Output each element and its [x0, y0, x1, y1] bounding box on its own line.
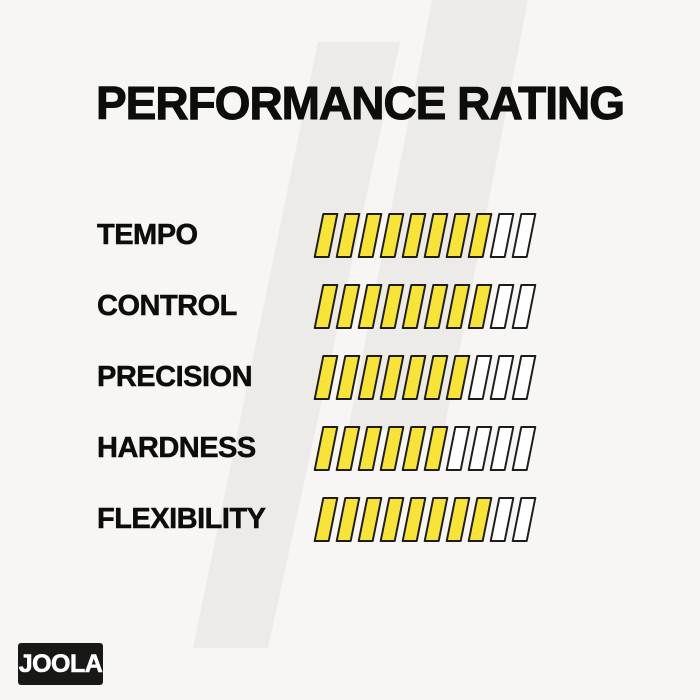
rating-segment-filled: [335, 426, 361, 471]
rating-segment-filled: [423, 497, 449, 542]
rating-segment-filled: [379, 213, 405, 258]
rating-segment-empty: [467, 355, 493, 400]
rating-segment-filled: [445, 355, 471, 400]
rating-segment-filled: [445, 213, 471, 258]
rating-segment-empty: [511, 355, 537, 400]
joola-logo-text: JOOLA: [18, 649, 103, 678]
rating-segment-empty: [511, 426, 537, 471]
page-title: PERFORMANCE RATING: [95, 77, 625, 130]
rating-segment-filled: [401, 497, 427, 542]
rating-bar-track: [313, 497, 538, 542]
rating-segment-filled: [357, 426, 383, 471]
rating-segment-filled: [401, 426, 427, 471]
rating-segment-filled: [335, 497, 361, 542]
rating-segment-empty: [511, 284, 537, 329]
rating-segment-empty: [489, 284, 515, 329]
rating-segment-filled: [335, 355, 361, 400]
rating-segment-filled: [445, 284, 471, 329]
rating-segment-filled: [467, 284, 493, 329]
rating-segment-filled: [335, 213, 361, 258]
rating-segment-filled: [379, 284, 405, 329]
rating-segment-filled: [423, 284, 449, 329]
rating-segment-filled: [313, 426, 339, 471]
rating-segment-empty: [511, 213, 537, 258]
rating-segment-filled: [467, 213, 493, 258]
rating-row: TEMPO: [97, 200, 657, 271]
rating-segment-filled: [379, 426, 405, 471]
rating-segment-filled: [445, 497, 471, 542]
rating-segment-empty: [489, 355, 515, 400]
rating-segment-filled: [423, 213, 449, 258]
rating-segment-filled: [357, 213, 383, 258]
rating-segment-filled: [357, 284, 383, 329]
rating-segment-empty: [467, 426, 493, 471]
rating-segment-filled: [313, 355, 339, 400]
rating-label: FLEXIBILITY: [97, 503, 267, 536]
rating-row: PRECISION: [97, 342, 657, 413]
rating-row: HARDNESS: [97, 413, 657, 484]
rating-segment-filled: [313, 213, 339, 258]
rating-segment-filled: [467, 497, 493, 542]
rating-label: CONTROL: [97, 290, 238, 323]
rating-segment-filled: [379, 355, 405, 400]
rating-segment-empty: [445, 426, 471, 471]
rating-bar-track: [313, 284, 538, 329]
rating-segment-empty: [511, 497, 537, 542]
rating-segment-filled: [313, 284, 339, 329]
rating-bar-track: [313, 213, 538, 258]
rating-segment-filled: [401, 213, 427, 258]
rating-bar-track: [313, 355, 538, 400]
rating-segment-filled: [423, 426, 449, 471]
rating-segment-filled: [379, 497, 405, 542]
rating-segment-filled: [401, 355, 427, 400]
rating-label: PRECISION: [97, 361, 253, 394]
rating-segment-filled: [335, 284, 361, 329]
rating-rows: TEMPO CONTROL PRECISION HARDNESS FLEXIBILITY: [97, 200, 657, 555]
rating-segment-filled: [357, 355, 383, 400]
rating-segment-filled: [401, 284, 427, 329]
rating-segment-filled: [357, 497, 383, 542]
rating-row: CONTROL: [97, 271, 657, 342]
rating-segment-filled: [313, 497, 339, 542]
rating-segment-empty: [489, 426, 515, 471]
rating-segment-filled: [423, 355, 449, 400]
rating-label: HARDNESS: [97, 432, 257, 465]
rating-segment-empty: [489, 213, 515, 258]
rating-label: TEMPO: [97, 219, 199, 252]
rating-bar-track: [313, 426, 538, 471]
joola-logo: JOOLA: [18, 643, 103, 685]
rating-segment-empty: [489, 497, 515, 542]
rating-row: FLEXIBILITY: [97, 484, 657, 555]
